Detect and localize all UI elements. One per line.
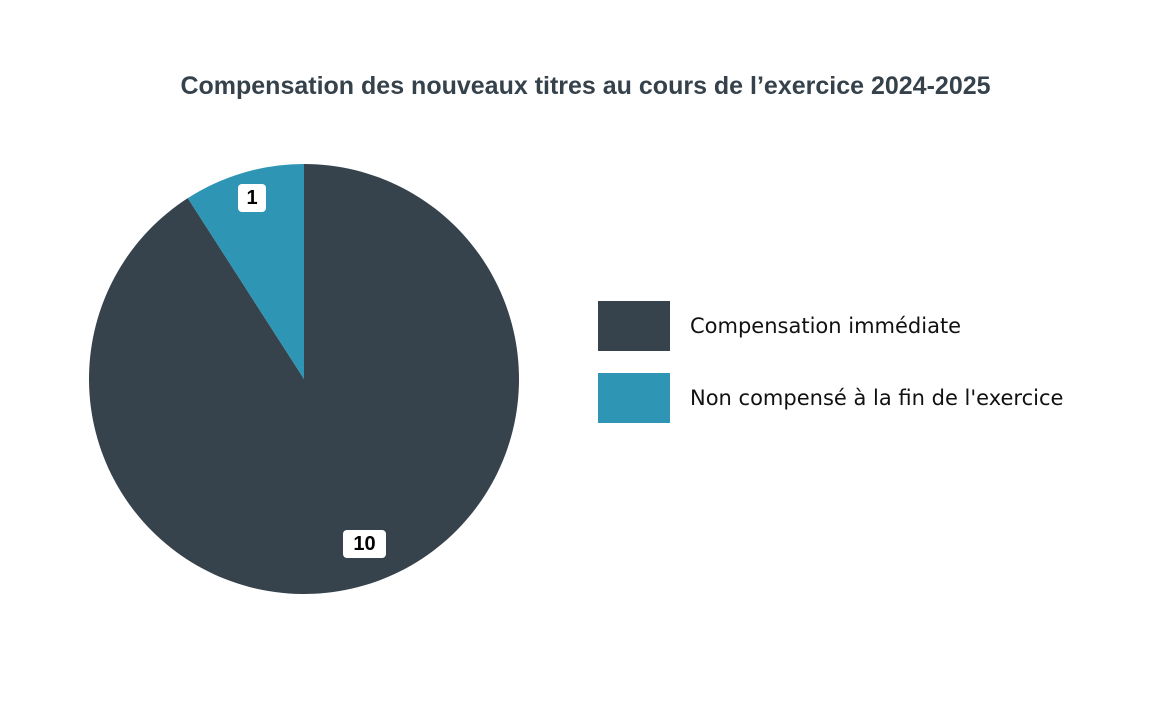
chart-title: Compensation des nouveaux titres au cour… xyxy=(180,72,991,100)
legend-label: Non compensé à la fin de l'exercice xyxy=(690,386,1064,410)
pie-slice-1 xyxy=(187,164,304,379)
data-label-compensation-immediate: 10 xyxy=(343,530,386,558)
legend-swatch xyxy=(598,373,670,423)
pie-slice-0 xyxy=(88,164,520,595)
legend-item-non-compense: Non compensé à la fin de l'exercice xyxy=(598,373,1063,423)
legend-item-compensation-immediate: Compensation immédiate xyxy=(598,301,1063,351)
legend-label: Compensation immédiate xyxy=(690,314,962,338)
data-label-non-compense: 1 xyxy=(238,184,266,212)
legend: Compensation immédiate Non compensé à la… xyxy=(598,301,1063,445)
legend-swatch xyxy=(598,301,670,351)
